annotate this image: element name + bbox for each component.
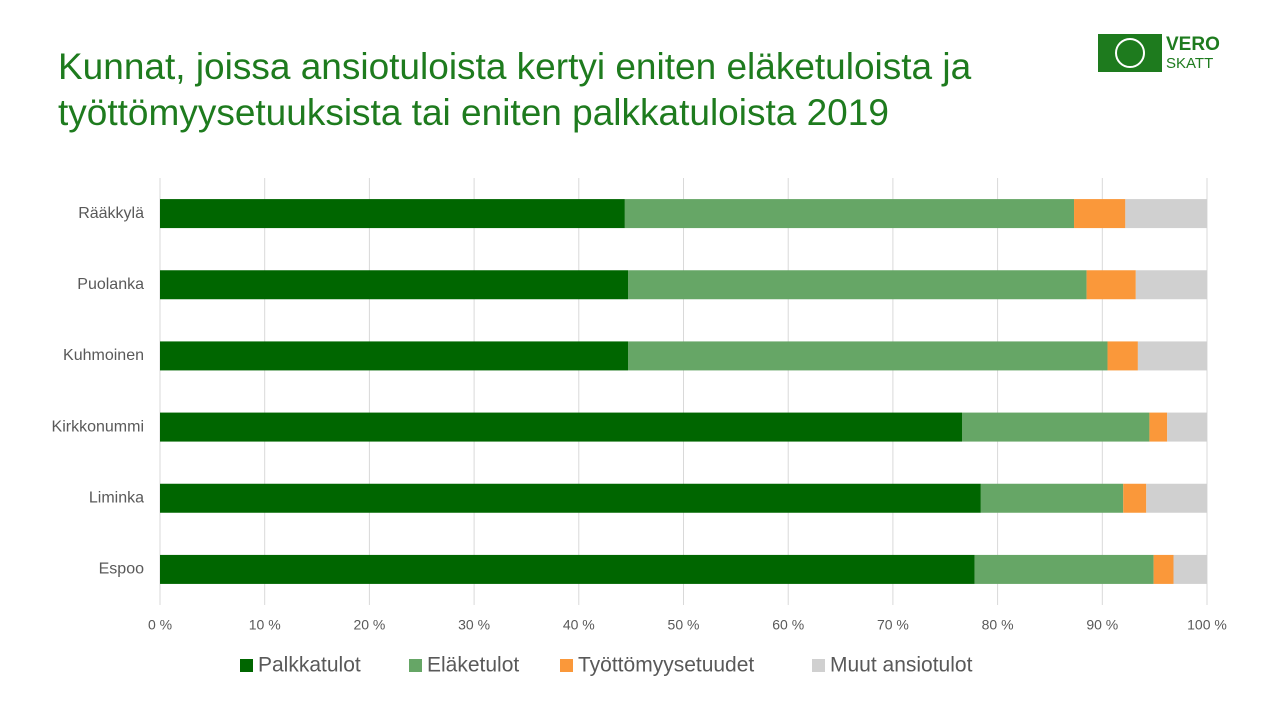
bar-segment	[160, 554, 975, 584]
logo: VERO SKATT	[1098, 34, 1220, 72]
legend-swatch	[409, 659, 422, 672]
bar-segment	[160, 341, 629, 371]
legend-label: Eläketulot	[427, 654, 519, 677]
logo-text: VERO	[1166, 34, 1220, 55]
bar-segment	[160, 412, 963, 442]
legend-label: Muut ansiotulot	[830, 654, 973, 677]
bar-segment	[1135, 270, 1207, 300]
logo-emblem	[1115, 38, 1145, 68]
x-tick-label: 80 %	[982, 617, 1014, 633]
bar-segment	[160, 199, 625, 229]
x-tick-label: 10 %	[249, 617, 281, 633]
legend-swatch	[812, 659, 825, 672]
bar-segment	[1173, 554, 1207, 584]
bar-segment	[1074, 199, 1126, 229]
legend-label: Työttömyysetuudet	[578, 654, 754, 677]
y-tick-label: Kuhmoinen	[63, 347, 144, 364]
y-tick-label: Rääkkylä	[78, 205, 144, 222]
x-tick-label: 60 %	[772, 617, 804, 633]
bar-segment	[160, 483, 981, 513]
bar-segment	[974, 554, 1154, 584]
bar-segment	[1149, 412, 1168, 442]
bar-segment	[1167, 412, 1207, 442]
x-tick-label: 40 %	[563, 617, 595, 633]
bar-segment	[628, 270, 1087, 300]
logo-text: SKATT	[1166, 55, 1213, 72]
x-tick-label: 50 %	[668, 617, 700, 633]
legend-label: Palkkatulot	[258, 654, 361, 677]
x-tick-label: 100 %	[1187, 617, 1227, 633]
x-tick-label: 30 %	[458, 617, 490, 633]
x-tick-label: 0 %	[148, 617, 172, 633]
bar-segment	[1086, 270, 1136, 300]
chart-title: Kunnat, joissa ansiotuloista kertyi enit…	[58, 46, 972, 133]
bar-segment	[1146, 483, 1207, 513]
bar-segment	[160, 270, 629, 300]
bar-segment	[1125, 199, 1207, 229]
bar-segment	[1137, 341, 1207, 371]
bar-segment	[1107, 341, 1138, 371]
bar-segment	[1153, 554, 1174, 584]
legend-swatch	[560, 659, 573, 672]
bar-segment	[980, 483, 1124, 513]
bar-segment	[628, 341, 1108, 371]
bar-segment	[962, 412, 1150, 442]
logo-box	[1098, 34, 1162, 72]
x-tick-label: 20 %	[353, 617, 385, 633]
bar-segment	[624, 199, 1075, 229]
legend-swatch	[240, 659, 253, 672]
y-tick-label: Puolanka	[77, 276, 144, 293]
y-tick-label: Liminka	[89, 489, 144, 506]
bar-segment	[1123, 483, 1147, 513]
y-tick-label: Kirkkonummi	[52, 418, 144, 435]
x-tick-label: 90 %	[1086, 617, 1118, 633]
y-tick-label: Espoo	[99, 561, 144, 578]
x-tick-label: 70 %	[877, 617, 909, 633]
